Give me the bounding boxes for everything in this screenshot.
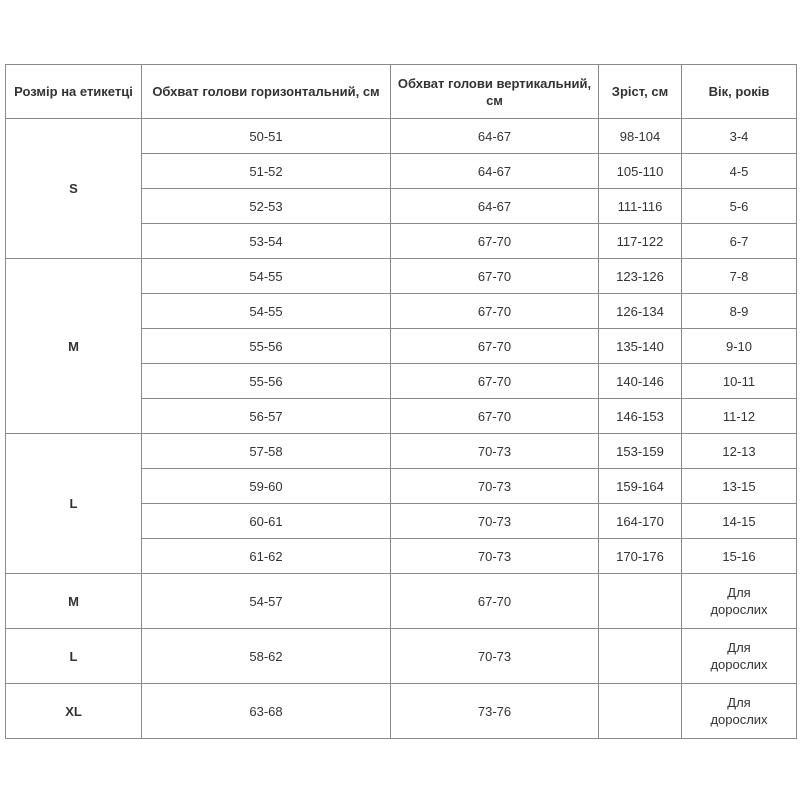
header-age: Вік, років xyxy=(681,64,797,119)
height-cell: 123-126 xyxy=(598,258,682,294)
head-vertical-cell: 67-70 xyxy=(390,328,599,364)
head-vertical-cell: 67-70 xyxy=(390,223,599,259)
height-cell xyxy=(598,573,682,629)
size-cell: L xyxy=(5,628,142,684)
header-head-horizontal: Обхват голови горизонтальний, см xyxy=(141,64,391,119)
head-vertical-cell: 67-70 xyxy=(390,363,599,399)
table-row: 56-57 67-70 146-153 11-12 xyxy=(6,398,797,434)
height-cell xyxy=(598,628,682,684)
head-vertical-cell: 64-67 xyxy=(390,188,599,224)
height-cell: 140-146 xyxy=(598,363,682,399)
size-cell: XL xyxy=(5,683,142,739)
age-cell: 14-15 xyxy=(681,503,797,539)
head-vertical-cell: 70-73 xyxy=(390,433,599,469)
table-row: L 57-58 70-73 153-159 12-13 xyxy=(5,433,797,574)
height-cell: 98-104 xyxy=(598,118,682,154)
height-cell: 159-164 xyxy=(598,468,682,504)
head-vertical-cell: 70-73 xyxy=(390,628,599,684)
height-cell: 153-159 xyxy=(598,433,682,469)
height-cell: 126-134 xyxy=(598,293,682,329)
table-row: 55-56 67-70 140-146 10-11 xyxy=(6,363,797,399)
head-horizontal-cell: 50-51 xyxy=(141,118,391,154)
head-vertical-cell: 73-76 xyxy=(390,683,599,739)
height-cell: 146-153 xyxy=(598,398,682,434)
table-row: M 54-55 67-70 123-126 7-8 xyxy=(5,258,797,434)
head-vertical-cell: 67-70 xyxy=(390,258,599,294)
head-vertical-cell: 70-73 xyxy=(390,503,599,539)
head-horizontal-cell: 53-54 xyxy=(141,223,391,259)
head-horizontal-cell: 59-60 xyxy=(141,468,391,504)
head-vertical-cell: 70-73 xyxy=(390,538,599,574)
height-cell: 135-140 xyxy=(598,328,682,364)
age-cell: 7-8 xyxy=(681,258,797,294)
age-cell: 15-16 xyxy=(681,538,797,574)
age-cell: 8-9 xyxy=(681,293,797,329)
size-cell: M xyxy=(5,258,142,434)
head-horizontal-cell: 55-56 xyxy=(141,363,391,399)
head-horizontal-cell: 54-57 xyxy=(141,573,391,629)
age-cell: 9-10 xyxy=(681,328,797,364)
table-row: 54-55 67-70 126-134 8-9 xyxy=(6,293,797,329)
head-horizontal-cell: 56-57 xyxy=(141,398,391,434)
head-horizontal-cell: 54-55 xyxy=(141,293,391,329)
table-row: 52-53 64-67 111-116 5-6 xyxy=(6,188,797,224)
head-vertical-cell: 67-70 xyxy=(390,573,599,629)
table-row: 51-52 64-67 105-110 4-5 xyxy=(6,153,797,189)
head-horizontal-cell: 55-56 xyxy=(141,328,391,364)
head-vertical-cell: 64-67 xyxy=(390,118,599,154)
table-row: 55-56 67-70 135-140 9-10 xyxy=(6,328,797,364)
head-horizontal-cell: 52-53 xyxy=(141,188,391,224)
head-vertical-cell: 67-70 xyxy=(390,293,599,329)
table-row: 53-54 67-70 117-122 6-7 xyxy=(6,223,797,259)
height-cell: 164-170 xyxy=(598,503,682,539)
header-head-vertical: Обхват голови вертикальний, см xyxy=(390,64,599,119)
table-row: L 58-62 70-73 Для дорослих xyxy=(5,628,797,684)
head-horizontal-cell: 54-55 xyxy=(141,258,391,294)
table-row: 59-60 70-73 159-164 13-15 xyxy=(6,468,797,504)
header-row: Розмір на етикетці Обхват голови горизон… xyxy=(5,64,797,119)
head-horizontal-cell: 57-58 xyxy=(141,433,391,469)
head-horizontal-cell: 58-62 xyxy=(141,628,391,684)
age-cell: 6-7 xyxy=(681,223,797,259)
height-cell: 117-122 xyxy=(598,223,682,259)
header-size: Розмір на етикетці xyxy=(5,64,142,119)
age-cell: 11-12 xyxy=(681,398,797,434)
size-cell: M xyxy=(5,573,142,629)
head-horizontal-cell: 61-62 xyxy=(141,538,391,574)
age-cell: 3-4 xyxy=(681,118,797,154)
table-row: S 50-51 64-67 98-104 3-4 xyxy=(5,118,797,259)
table-row: M 54-57 67-70 Для дорослих xyxy=(5,573,797,629)
age-cell: 13-15 xyxy=(681,468,797,504)
height-cell: 105-110 xyxy=(598,153,682,189)
head-horizontal-cell: 63-68 xyxy=(141,683,391,739)
head-vertical-cell: 67-70 xyxy=(390,398,599,434)
age-cell: 12-13 xyxy=(681,433,797,469)
age-cell: 4-5 xyxy=(681,153,797,189)
age-cell: 5-6 xyxy=(681,188,797,224)
height-cell: 170-176 xyxy=(598,538,682,574)
head-horizontal-cell: 60-61 xyxy=(141,503,391,539)
height-cell xyxy=(598,683,682,739)
age-cell: 10-11 xyxy=(681,363,797,399)
size-cell: L xyxy=(5,433,142,574)
head-vertical-cell: 64-67 xyxy=(390,153,599,189)
header-height: Зріст, см xyxy=(598,64,682,119)
height-cell: 111-116 xyxy=(598,188,682,224)
size-chart-table: Розмір на етикетці Обхват голови горизон… xyxy=(5,64,797,739)
head-vertical-cell: 70-73 xyxy=(390,468,599,504)
table-body: S 50-51 64-67 98-104 3-4 51-52 64-67 105-110 4-5… xyxy=(5,118,797,739)
age-cell: Для дорослих xyxy=(681,573,797,629)
size-cell: S xyxy=(5,118,142,259)
age-cell: Для дорослих xyxy=(681,628,797,684)
head-horizontal-cell: 51-52 xyxy=(141,153,391,189)
table-row: XL 63-68 73-76 Для дорослих xyxy=(5,683,797,739)
age-cell: Для дорослих xyxy=(681,683,797,739)
